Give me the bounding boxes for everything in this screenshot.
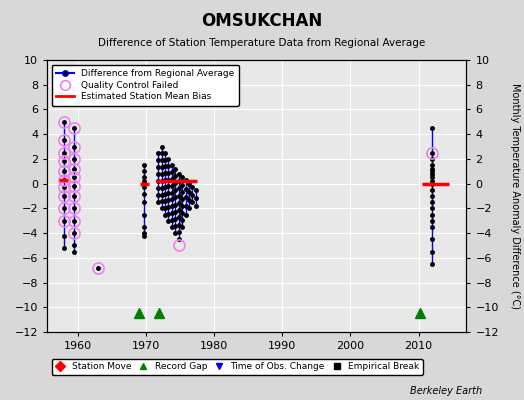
Text: Difference of Station Temperature Data from Regional Average: Difference of Station Temperature Data f… (99, 38, 425, 48)
Y-axis label: Monthly Temperature Anomaly Difference (°C): Monthly Temperature Anomaly Difference (… (510, 83, 520, 309)
Legend: Station Move, Record Gap, Time of Obs. Change, Empirical Break: Station Move, Record Gap, Time of Obs. C… (52, 359, 423, 375)
Text: OMSUKCHAN: OMSUKCHAN (201, 12, 323, 30)
Text: Berkeley Earth: Berkeley Earth (410, 386, 482, 396)
